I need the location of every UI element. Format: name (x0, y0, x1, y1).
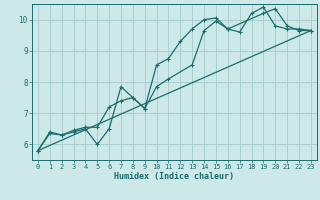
X-axis label: Humidex (Indice chaleur): Humidex (Indice chaleur) (115, 172, 234, 181)
